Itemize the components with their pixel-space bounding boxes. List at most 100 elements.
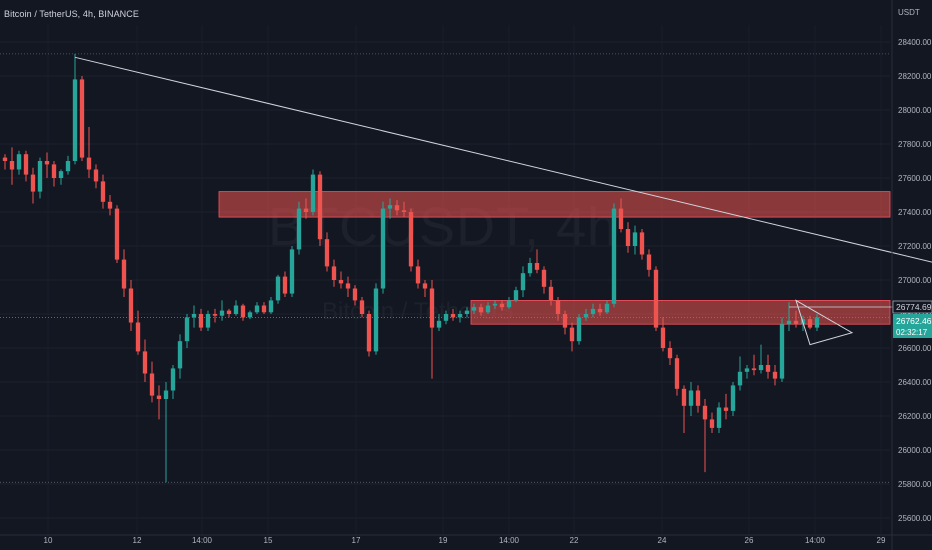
candle-body xyxy=(709,419,715,428)
x-tick-label: 15 xyxy=(264,536,273,545)
zone-rect xyxy=(470,299,891,325)
candle-body xyxy=(156,395,162,399)
candle-body xyxy=(723,407,729,411)
candle-body xyxy=(142,351,148,374)
candle-body xyxy=(219,310,225,316)
y-tick-label: 26000.00 xyxy=(898,446,932,455)
candle-body xyxy=(611,208,617,304)
candle-body xyxy=(618,208,624,229)
y-tick-label: 26200.00 xyxy=(898,412,932,421)
x-tick-label: 26 xyxy=(745,536,754,545)
candle-body xyxy=(324,239,330,267)
candle-body xyxy=(492,303,498,306)
candle-body xyxy=(695,390,701,406)
candle-body xyxy=(415,266,421,284)
candle-body xyxy=(541,269,547,287)
candle-body xyxy=(814,317,820,328)
candle-body xyxy=(429,288,435,328)
candle-body xyxy=(163,390,169,399)
y-tick-label: 27200.00 xyxy=(898,242,932,251)
candle-body xyxy=(583,314,589,318)
candle-body xyxy=(450,314,456,318)
y-tick-label: 27000.00 xyxy=(898,276,932,285)
grid xyxy=(0,25,890,535)
drawings xyxy=(74,56,932,346)
candle-body xyxy=(65,161,71,172)
candle-body xyxy=(135,322,141,352)
symbol-title[interactable]: Bitcoin / TetherUS, 4h, BINANCE xyxy=(4,9,139,19)
y-tick-label: 28200.00 xyxy=(898,72,932,81)
candle-body xyxy=(569,327,575,342)
candle-body xyxy=(86,157,92,170)
candle-body xyxy=(527,263,533,274)
candle-body xyxy=(730,385,736,411)
candle-body xyxy=(170,368,176,391)
candle-body xyxy=(702,405,708,420)
candle-body xyxy=(233,305,239,314)
candle-body xyxy=(513,290,519,301)
triangle-pattern xyxy=(795,299,854,346)
candle-body xyxy=(457,314,463,318)
candle-body xyxy=(667,348,673,359)
candle-body xyxy=(534,263,540,270)
candle-body xyxy=(37,161,43,192)
candle-body xyxy=(632,232,638,246)
candle-body xyxy=(79,79,85,158)
price-axis[interactable]: 25600.00 25800.00 26000.00 26200.00 26400.00… xyxy=(891,0,932,550)
candle-body xyxy=(261,305,267,313)
candle-body xyxy=(422,283,428,289)
candle-body xyxy=(268,300,274,313)
candle-body xyxy=(240,305,246,318)
candle-body xyxy=(58,171,64,178)
x-tick-label: 29 xyxy=(877,536,886,545)
candle-body xyxy=(72,79,78,161)
y-tick-label: 26400.00 xyxy=(898,378,932,387)
candle-body xyxy=(338,280,344,284)
candle-body xyxy=(478,307,484,313)
axis-currency[interactable]: USDT xyxy=(898,8,920,17)
candle-body xyxy=(576,317,582,342)
candle-body xyxy=(408,212,414,267)
candle-body xyxy=(30,174,36,192)
candle-body xyxy=(44,161,50,165)
y-tick-label: 27800.00 xyxy=(898,140,932,149)
candle-body xyxy=(590,308,596,314)
y-tick-label: 26600.00 xyxy=(898,344,932,353)
candle-body xyxy=(625,229,631,246)
candle-body xyxy=(548,286,554,301)
x-tick-label: 14:00 xyxy=(805,536,826,545)
y-tick-label: 27600.00 xyxy=(898,174,932,183)
candle-body xyxy=(191,314,197,318)
candle-body xyxy=(639,232,645,255)
candle-body xyxy=(716,407,722,428)
time-axis[interactable]: 10 12 14:00 15 17 19 14:00 22 24 26 14:00 29 xyxy=(0,534,932,545)
candle-body xyxy=(744,368,750,372)
candle-body xyxy=(681,388,687,406)
candle-body xyxy=(317,174,323,240)
candle-body xyxy=(247,312,253,318)
candle-body xyxy=(485,305,491,313)
candle-body xyxy=(387,205,393,209)
trendline xyxy=(74,56,932,263)
candle-body xyxy=(114,208,120,260)
x-tick-label: 17 xyxy=(352,536,361,545)
y-tick-label: 27400.00 xyxy=(898,208,932,217)
horizontal-levels xyxy=(0,53,890,483)
candle-body xyxy=(359,300,365,314)
y-tick-label: 28400.00 xyxy=(898,38,932,47)
price-labels: 26774.69 26762.46 02:32:17 xyxy=(892,300,932,338)
candle-body xyxy=(121,259,127,289)
candle-body xyxy=(436,320,442,328)
candle-body xyxy=(2,157,8,161)
candle-body xyxy=(198,314,204,328)
candle-body xyxy=(289,249,295,294)
candle-body xyxy=(9,161,15,170)
candle-body xyxy=(751,368,757,371)
supply-demand-zones xyxy=(218,191,891,325)
candle-body xyxy=(793,320,799,325)
candle-body xyxy=(23,154,29,175)
candle-body xyxy=(604,303,610,313)
candle-body xyxy=(16,154,22,170)
